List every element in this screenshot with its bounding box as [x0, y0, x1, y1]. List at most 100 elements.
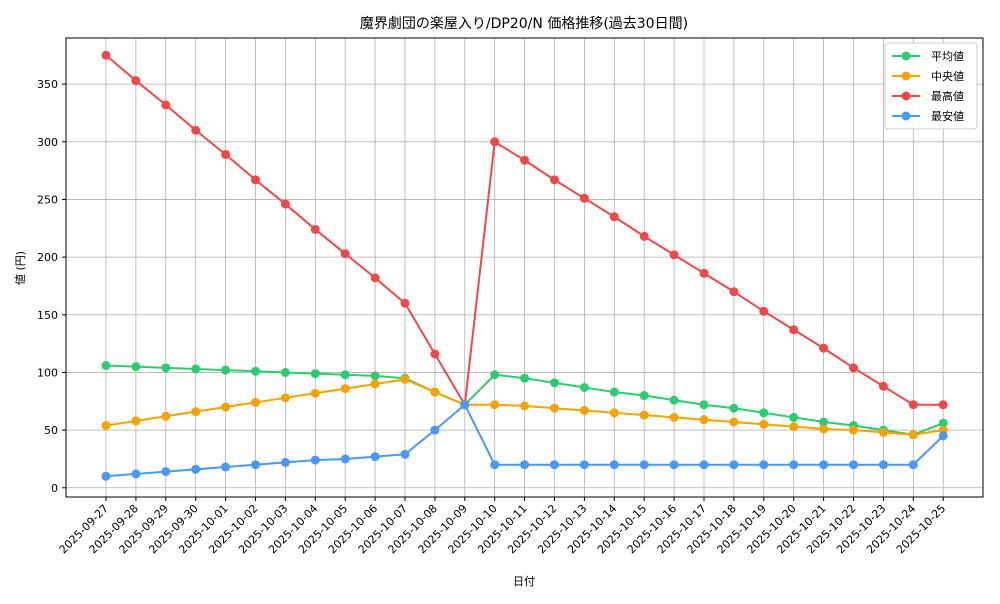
data-point — [280, 457, 290, 467]
data-point — [819, 460, 829, 470]
legend-box — [884, 42, 978, 130]
data-point — [430, 425, 440, 435]
data-point — [849, 460, 858, 470]
y-tick-label: 0 — [51, 482, 58, 495]
data-point — [639, 410, 649, 420]
data-point — [579, 382, 589, 392]
data-point — [609, 460, 619, 470]
y-tick-label: 50 — [44, 424, 58, 437]
y-tick-label: 100 — [37, 366, 58, 379]
data-point — [729, 460, 739, 470]
y-axis: 0 50 100 150 200 250 300 350 — [37, 78, 66, 495]
data-point — [579, 406, 589, 416]
data-point — [251, 460, 260, 470]
data-point — [520, 460, 530, 470]
legend-label: 平均値 — [931, 50, 964, 63]
legend-item: 平均値 — [892, 50, 964, 63]
data-point — [221, 462, 231, 472]
series-2 — [101, 374, 948, 440]
data-point — [340, 454, 350, 464]
legend-marker — [901, 91, 911, 101]
data-point — [789, 412, 799, 422]
y-axis-label: 値 (円) — [14, 251, 27, 285]
legend-label: 最安値 — [931, 109, 964, 123]
data-point — [908, 460, 918, 470]
data-point — [490, 460, 500, 470]
series-3 — [101, 50, 948, 410]
data-point — [221, 365, 231, 375]
data-point — [101, 471, 111, 481]
legend-label: 最高値 — [931, 89, 964, 103]
data-point — [520, 401, 530, 411]
data-point — [520, 155, 530, 165]
data-point — [669, 412, 679, 422]
data-point — [280, 393, 290, 403]
data-point — [639, 391, 649, 401]
data-point — [789, 325, 799, 335]
data-point — [400, 298, 410, 308]
y-tick-label: 150 — [37, 309, 58, 322]
data-point — [221, 149, 231, 159]
data-point — [699, 415, 709, 425]
x-axis: 2025-09-272025-09-282025-09-292025-09-30… — [57, 497, 948, 556]
data-point — [251, 397, 260, 407]
legend-item: 最高値 — [892, 89, 964, 103]
data-point — [310, 455, 320, 465]
data-point — [938, 400, 948, 410]
data-point — [759, 408, 769, 418]
data-point — [430, 387, 440, 397]
data-point — [759, 306, 769, 316]
data-point — [550, 460, 559, 470]
data-point — [819, 343, 829, 353]
data-point — [579, 193, 589, 203]
y-tick-label: 250 — [37, 193, 58, 206]
data-point — [878, 381, 888, 391]
legend-marker — [901, 51, 911, 61]
data-point — [550, 403, 559, 413]
data-point — [490, 137, 500, 147]
data-point — [251, 366, 260, 376]
data-point — [789, 422, 799, 432]
data-point — [370, 379, 380, 389]
data-point — [609, 408, 619, 418]
data-point — [729, 287, 739, 297]
data-point — [221, 402, 231, 412]
data-point — [310, 369, 320, 379]
data-point — [131, 416, 141, 426]
data-point — [430, 349, 440, 359]
data-point — [191, 364, 201, 374]
data-point — [789, 460, 799, 470]
legend-item: 中央値 — [892, 70, 964, 83]
data-point — [699, 268, 709, 278]
data-point — [699, 460, 709, 470]
data-point — [161, 411, 171, 421]
data-point — [639, 231, 649, 241]
data-point — [908, 430, 918, 440]
data-point — [759, 419, 769, 429]
data-point — [131, 362, 141, 372]
data-point — [849, 425, 858, 435]
data-point — [639, 460, 649, 470]
series-4 — [101, 400, 948, 481]
data-point — [131, 76, 141, 86]
y-tick-label: 300 — [37, 136, 58, 149]
data-point — [280, 367, 290, 377]
legend-marker — [901, 71, 911, 81]
data-point — [878, 460, 888, 470]
data-point — [310, 388, 320, 398]
data-point — [609, 387, 619, 397]
data-point — [161, 363, 171, 373]
data-point — [400, 449, 410, 459]
data-point — [191, 407, 201, 417]
legend-marker — [901, 111, 911, 121]
data-point — [340, 249, 350, 259]
data-point — [191, 125, 201, 135]
legend-label: 中央値 — [931, 70, 964, 83]
x-axis-label: 日付 — [513, 575, 535, 588]
data-point — [340, 370, 350, 380]
data-point — [520, 373, 530, 383]
data-point — [161, 467, 171, 477]
